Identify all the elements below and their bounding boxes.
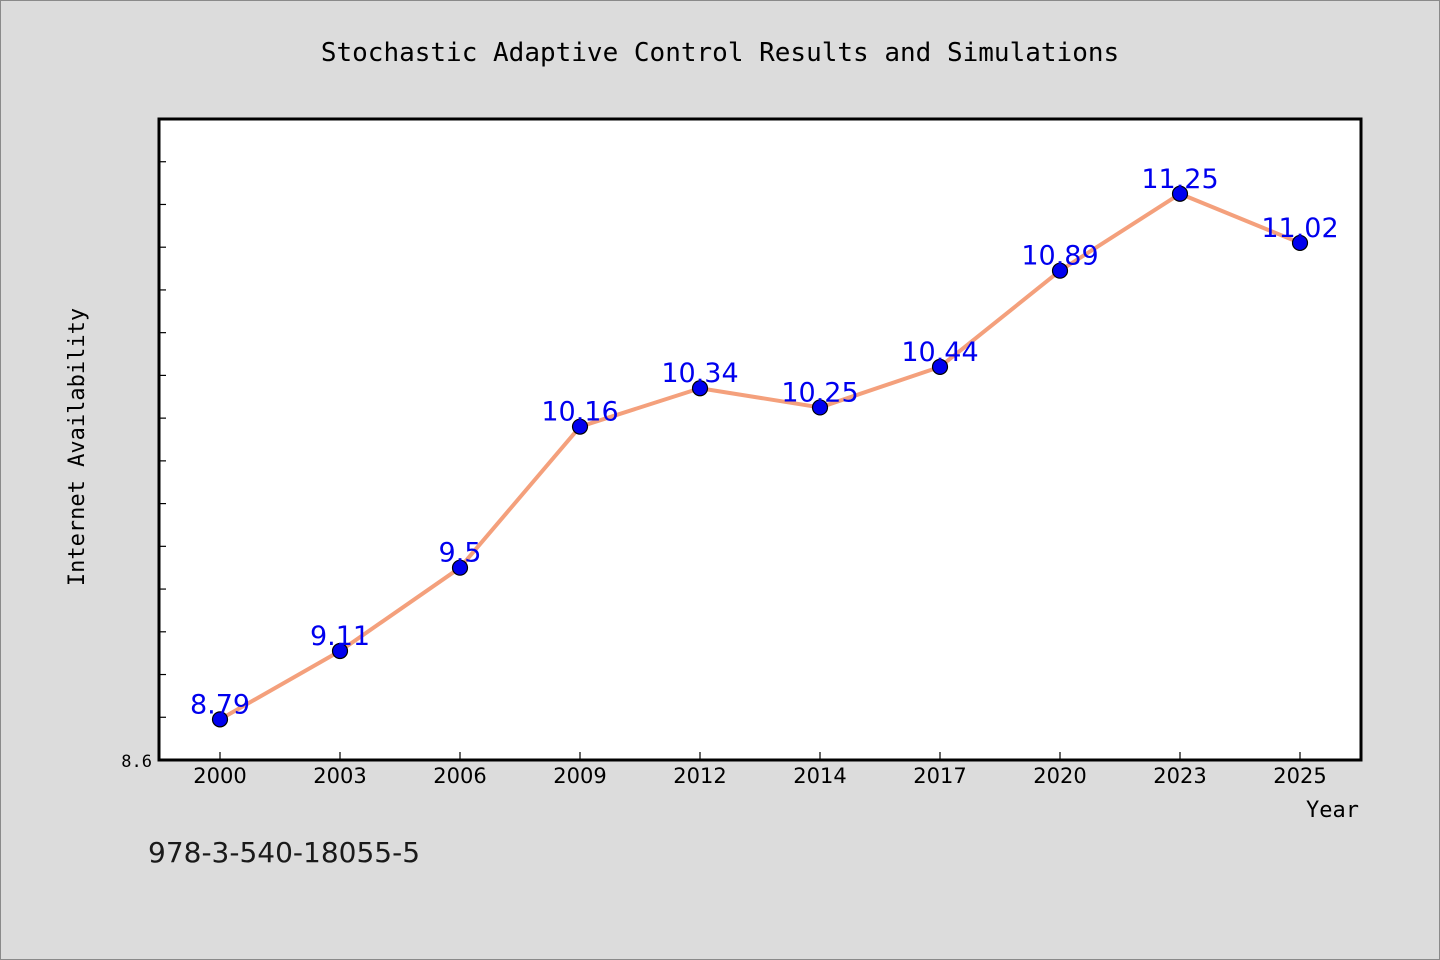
x-axis-label: Year	[1306, 798, 1359, 823]
x-tick-label: 2017	[913, 764, 966, 788]
data-label: 11.02	[1261, 213, 1338, 244]
x-tick-label: 2025	[1273, 764, 1326, 788]
chart-title: Stochastic Adaptive Control Results and …	[321, 38, 1119, 68]
data-point	[211, 711, 229, 728]
data-label: 10.25	[781, 377, 858, 408]
y-axis-ticks	[159, 161, 166, 761]
x-axis-tick-labels: 2000 2003 2006 2009 2012 2014 2017 2020 2023 2025	[193, 764, 1326, 788]
plot-area	[157, 117, 1363, 762]
data-point	[451, 559, 469, 576]
x-tick-label: 2012	[673, 764, 726, 788]
data-label: 9.5	[439, 538, 482, 569]
x-tick-label: 2009	[553, 764, 606, 788]
data-label: 8.79	[190, 689, 250, 720]
data-label: 10.34	[661, 358, 738, 389]
data-label: 11.25	[1141, 164, 1218, 195]
isbn-annotation: 978-3-540-18055-5	[148, 836, 420, 869]
data-point	[811, 399, 829, 416]
series-markers	[211, 185, 1309, 728]
data-label: 10.44	[901, 337, 978, 368]
x-tick-label: 2020	[1033, 764, 1086, 788]
data-point	[1291, 234, 1309, 252]
series-line	[219, 191, 1301, 722]
data-point	[1051, 262, 1069, 279]
x-tick-label: 2014	[793, 764, 846, 788]
y-axis-label: Internet Availability	[65, 308, 90, 586]
data-point	[571, 418, 589, 435]
x-tick-label: 2006	[433, 764, 486, 788]
data-point	[1171, 185, 1189, 202]
data-label: 9.11	[310, 621, 370, 652]
x-tick-label: 2003	[313, 764, 366, 788]
data-point	[931, 358, 949, 375]
y-tick-label: 8.6	[121, 752, 152, 772]
x-tick-label: 2000	[193, 764, 246, 788]
x-axis-ticks	[219, 752, 1301, 760]
x-tick-label: 2023	[1153, 764, 1206, 788]
data-labels: 8.79 9.11 9.5 10.16 10.34 10.25 10.44 10.89 11.2…	[190, 164, 1339, 721]
data-point	[331, 642, 349, 660]
data-label: 10.16	[541, 397, 618, 428]
data-point	[691, 380, 709, 397]
data-label: 10.89	[1021, 241, 1098, 272]
